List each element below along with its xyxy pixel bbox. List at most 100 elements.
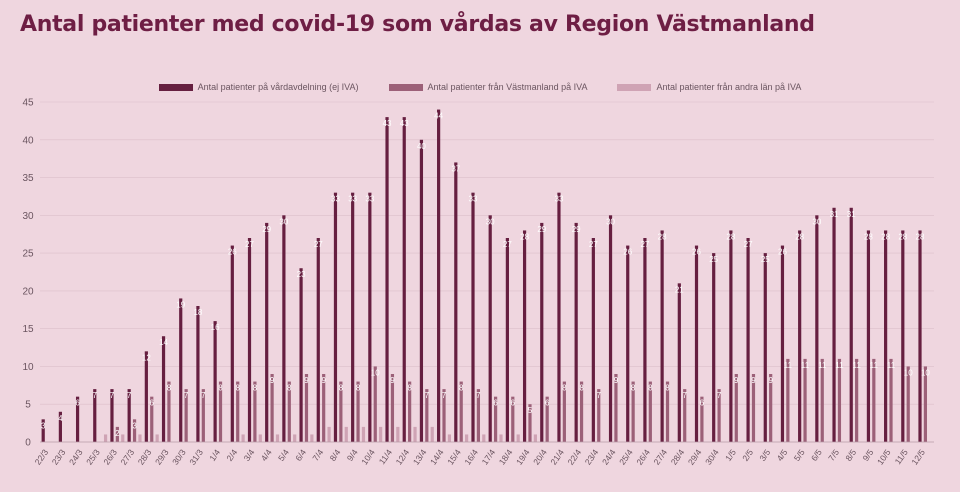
bar-value-label: 33 bbox=[348, 195, 357, 204]
bar-ward bbox=[299, 268, 303, 442]
x-tick-label: 20/4 bbox=[531, 447, 549, 467]
bar-ward bbox=[333, 192, 338, 442]
bar-value-label: 9 bbox=[751, 376, 756, 385]
bar-ward bbox=[144, 351, 148, 442]
bar-value-label: 8 bbox=[562, 384, 567, 393]
x-tick-label: 6/5 bbox=[809, 447, 824, 463]
bar-icu-vastmanland bbox=[597, 389, 601, 442]
x-tick-label: 5/4 bbox=[276, 447, 291, 463]
x-tick-label: 3/5 bbox=[757, 447, 772, 463]
legend-label-ward: Antal patienter på vårdavdelning (ej IVA… bbox=[197, 82, 359, 92]
bar-icu-other bbox=[465, 434, 469, 442]
bar-icu-vastmanland bbox=[459, 381, 463, 442]
bar-value-label: 29 bbox=[262, 225, 271, 234]
x-tick-label: 10/5 bbox=[875, 447, 893, 467]
bar-ward bbox=[849, 207, 853, 442]
bar-ward bbox=[454, 162, 458, 442]
legend-label-icu-vastmanland: Antal patienter från Västmanland på IVA bbox=[427, 82, 588, 92]
bar-value-label: 28 bbox=[898, 232, 907, 241]
x-tick-label: 12/5 bbox=[909, 447, 927, 467]
bar-icu-vastmanland bbox=[425, 389, 429, 442]
bar-icu-vastmanland bbox=[218, 381, 223, 442]
bar-ward bbox=[643, 238, 647, 442]
bar-icu-vastmanland bbox=[476, 389, 481, 442]
bar-icu-other bbox=[430, 426, 434, 442]
bar-value-label: 18 bbox=[193, 308, 202, 317]
bar-icu-vastmanland bbox=[339, 381, 343, 442]
bar-icu-vastmanland bbox=[373, 366, 377, 442]
bar-icu-vastmanland bbox=[390, 374, 395, 442]
bar-ward bbox=[574, 222, 578, 442]
bar-value-label: 8 bbox=[253, 384, 258, 393]
x-tick-label: 23/3 bbox=[50, 447, 68, 467]
bar-value-label: 6 bbox=[493, 399, 498, 408]
bar-icu-other bbox=[361, 426, 366, 442]
bar-value-label: 8 bbox=[459, 384, 464, 393]
bar-icu-vastmanland bbox=[236, 381, 240, 442]
bar-ward bbox=[230, 245, 234, 442]
bar-icu-vastmanland bbox=[837, 358, 842, 442]
bar-value-label: 11 bbox=[801, 361, 810, 370]
x-axis: 22/3 23/3 24/3 25/3 26/3 27/3 28/3 29/3 30/3 31/3… bbox=[33, 441, 934, 467]
bar-icu-other bbox=[482, 434, 486, 442]
bar-value-label: 26 bbox=[623, 248, 632, 257]
x-tick-label: 22/4 bbox=[566, 447, 584, 467]
bar-value-label: 7 bbox=[476, 391, 481, 400]
bar-value-label: 28 bbox=[916, 232, 925, 241]
bar-value-label: 8 bbox=[287, 384, 292, 393]
y-tick-label: 30 bbox=[22, 211, 34, 222]
bar-ward bbox=[437, 109, 441, 443]
bar-value-label: 2 bbox=[115, 429, 120, 438]
bar-icu-vastmanland bbox=[665, 381, 670, 442]
x-tick-label: 21/4 bbox=[548, 447, 566, 467]
bar-icu-vastmanland bbox=[408, 381, 412, 442]
bar-value-label: 31 bbox=[830, 210, 839, 219]
y-tick-label: 15 bbox=[22, 324, 34, 335]
bar-ward bbox=[41, 419, 45, 442]
bar-value-label: 11 bbox=[852, 361, 861, 370]
bar-ward bbox=[626, 245, 630, 442]
bar-icu-other bbox=[258, 434, 262, 442]
bar-value-label: 10 bbox=[371, 368, 380, 377]
bar-ward bbox=[419, 139, 424, 442]
x-tick-label: 25/4 bbox=[617, 447, 635, 467]
bar-icu-other bbox=[413, 426, 417, 442]
bars bbox=[41, 109, 928, 443]
bar-value-label: 27 bbox=[314, 240, 323, 249]
bar-value-label: 33 bbox=[331, 195, 340, 204]
bar-ward bbox=[918, 230, 922, 442]
bar-value-label: 27 bbox=[744, 240, 753, 249]
bar-value-label: 11 bbox=[818, 361, 827, 370]
bar-icu-vastmanland bbox=[683, 389, 687, 442]
bar-value-label: 29 bbox=[537, 225, 546, 234]
y-tick-label: 20 bbox=[22, 286, 34, 297]
bar-icu-vastmanland bbox=[322, 374, 326, 442]
bar-icu-vastmanland bbox=[132, 419, 137, 442]
x-tick-label: 2/4 bbox=[224, 447, 239, 463]
bar-value-label: 9 bbox=[321, 376, 326, 385]
bar-icu-vastmanland bbox=[511, 396, 515, 442]
bar-value-label: 30 bbox=[606, 217, 615, 226]
legend-item-icu-vastmanland: Antal patienter från Västmanland på IVA bbox=[388, 82, 588, 92]
bar-ward bbox=[161, 336, 166, 442]
bar-ward bbox=[385, 117, 389, 442]
x-tick-label: 13/4 bbox=[411, 447, 429, 467]
bar-value-label: 28 bbox=[881, 232, 890, 241]
x-tick-label: 26/3 bbox=[101, 447, 119, 467]
x-tick-label: 27/4 bbox=[651, 447, 669, 467]
x-tick-label: 22/3 bbox=[33, 447, 51, 467]
bar-ward bbox=[110, 389, 114, 442]
x-tick-label: 4/5 bbox=[775, 447, 790, 463]
bar-icu-vastmanland bbox=[803, 358, 807, 442]
bar-value-label: 27 bbox=[245, 240, 254, 249]
bar-ward bbox=[608, 215, 613, 442]
bar-value-label: 9 bbox=[390, 376, 395, 385]
legend-swatch-icu-other bbox=[617, 83, 652, 91]
bar-value-label: 44 bbox=[434, 112, 443, 121]
bar-ward bbox=[93, 389, 97, 442]
bar-ward bbox=[265, 222, 269, 442]
x-tick-label: 2/5 bbox=[740, 447, 755, 463]
x-tick-label: 12/4 bbox=[394, 447, 412, 467]
grid-lines bbox=[40, 101, 934, 405]
bar-ward bbox=[213, 321, 217, 442]
